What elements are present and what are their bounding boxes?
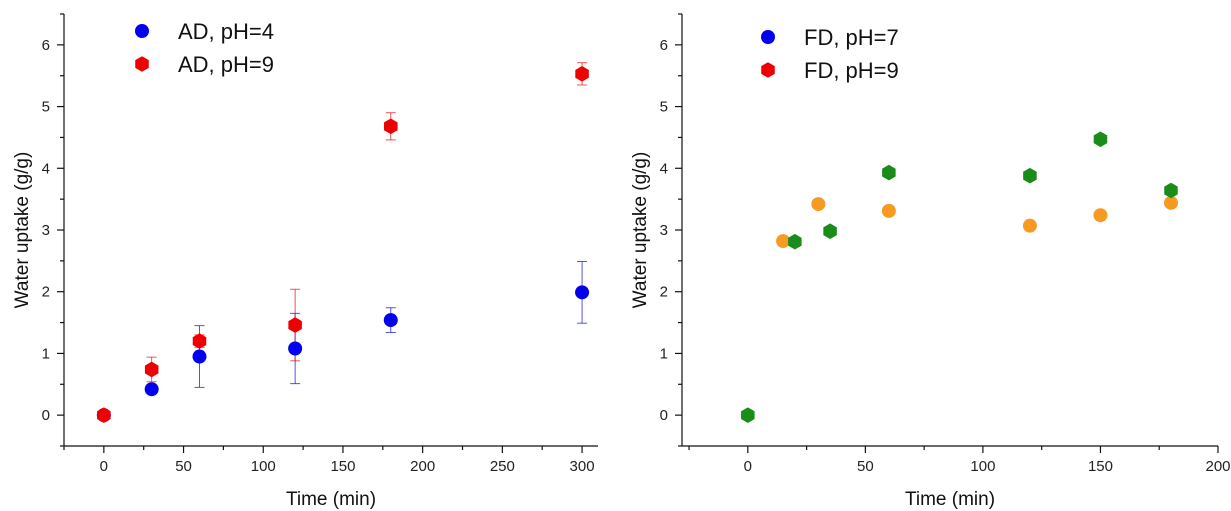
- data-point: [288, 341, 303, 356]
- x-tick-label: 200: [1205, 458, 1230, 475]
- legend-marker: [135, 24, 149, 38]
- data-point: [776, 234, 791, 249]
- data-point: [1023, 167, 1037, 184]
- x-tick-label: 100: [970, 458, 995, 475]
- data-point: [97, 407, 111, 423]
- data-point: [788, 233, 802, 250]
- data-point: [823, 223, 837, 240]
- y-tick-label: 0: [660, 407, 668, 424]
- chart-panel-right: 0 50 100 150 200 0 1 2 3 4 5 6 Time (min) Water uptak…: [630, 13, 1231, 510]
- x-tick-label: 0: [744, 458, 752, 475]
- legend-label: FD, pH=7: [804, 25, 899, 50]
- x-tick-label: 200: [410, 458, 435, 475]
- x-tick-label: 250: [490, 458, 515, 475]
- data-point: [384, 118, 398, 135]
- data-point: [383, 313, 398, 328]
- data-point: [811, 197, 826, 212]
- y-tick-label: 6: [660, 37, 668, 54]
- chart-panel-left: 0 50 100 150 200 250 300 0 1 2 3 4 5 6 Time (min) Water…: [12, 13, 598, 510]
- data-point: [575, 66, 589, 82]
- y-tick-label: 0: [42, 407, 50, 424]
- data-point: [741, 407, 755, 423]
- data-point: [881, 203, 896, 218]
- legend-marker: [761, 62, 775, 78]
- y-axis-label: Water uptake (g/g): [12, 152, 33, 309]
- x-tick-label: 150: [330, 458, 355, 475]
- x-tick-label: 150: [1088, 458, 1113, 475]
- legend-label: AD, pH=9: [178, 52, 274, 77]
- y-tick-label: 4: [660, 160, 668, 177]
- data-point: [575, 285, 590, 300]
- x-tick-label: 50: [857, 458, 874, 475]
- y-tick-label: 1: [42, 345, 50, 362]
- legend-label: FD, pH=9: [804, 58, 899, 83]
- data-point: [144, 382, 159, 397]
- y-tick-label: 4: [42, 160, 50, 177]
- data-point: [144, 361, 159, 378]
- x-tick-label: 300: [570, 458, 595, 475]
- x-tick-label: 0: [100, 458, 108, 475]
- data-point: [1093, 131, 1108, 148]
- data-point: [1093, 208, 1108, 223]
- data-point: [288, 317, 302, 333]
- y-tick-label: 5: [42, 99, 50, 116]
- data-point: [192, 349, 207, 364]
- legend-label: AD, pH=4: [178, 19, 274, 44]
- y-tick-label: 3: [42, 222, 50, 239]
- y-tick-label: 3: [660, 222, 668, 239]
- x-tick-label: 50: [175, 458, 192, 475]
- x-axis-label: Time (min): [905, 489, 995, 510]
- y-tick-label: 2: [42, 284, 50, 301]
- x-axis-label: Time (min): [286, 489, 376, 510]
- y-tick-label: 5: [660, 99, 668, 116]
- data-point: [1022, 218, 1037, 233]
- legend-marker: [135, 56, 149, 72]
- data-point: [1163, 195, 1178, 210]
- data-point: [882, 164, 896, 181]
- y-tick-label: 6: [42, 37, 50, 54]
- y-tick-label: 2: [660, 284, 668, 301]
- legend-marker: [761, 30, 775, 44]
- y-axis-label: Water uptake (g/g): [630, 152, 651, 309]
- data-point: [1164, 182, 1178, 199]
- x-tick-label: 100: [251, 458, 276, 475]
- y-tick-label: 1: [660, 345, 668, 362]
- data-point: [192, 333, 207, 349]
